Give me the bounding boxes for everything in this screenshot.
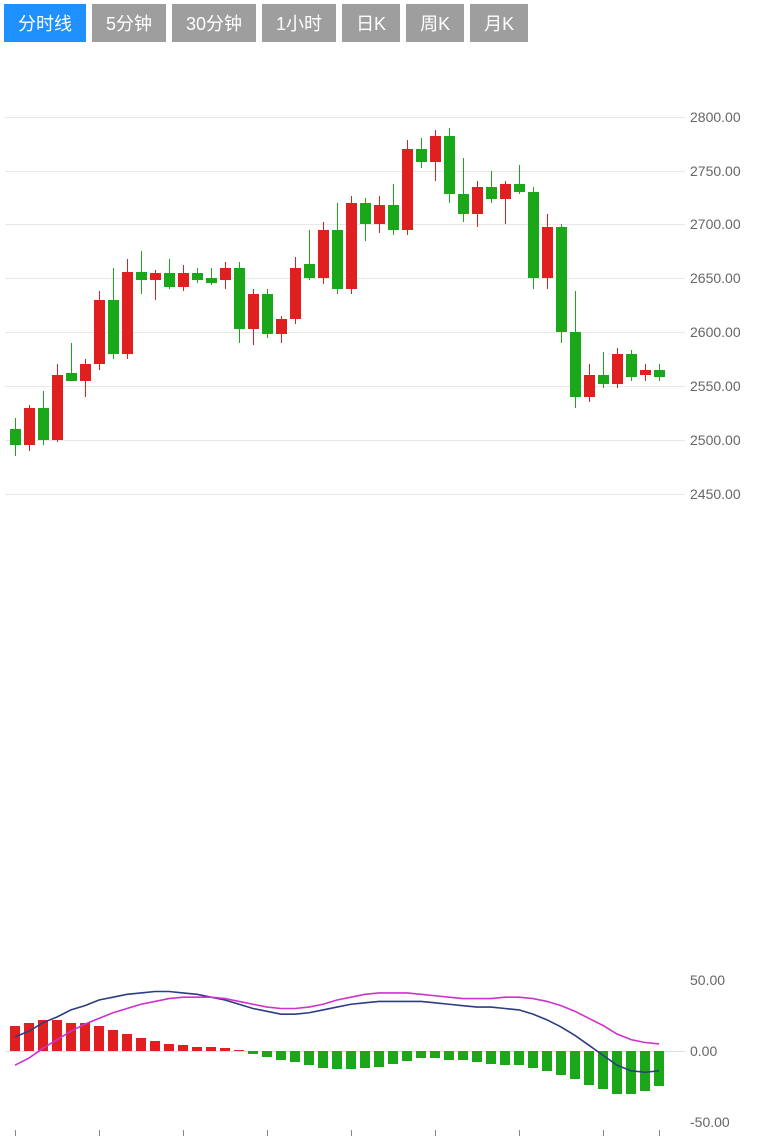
- candle-body: [360, 203, 371, 225]
- x-tick: [519, 1130, 520, 1136]
- candle-body: [136, 272, 147, 281]
- candle-body: [24, 408, 35, 446]
- candle-body: [164, 273, 175, 287]
- tab-3[interactable]: 1小时: [262, 4, 336, 42]
- candle-body: [276, 319, 287, 334]
- x-tick: [183, 1130, 184, 1136]
- tab-2[interactable]: 30分钟: [172, 4, 256, 42]
- candle-body: [458, 194, 469, 213]
- candle-body: [192, 273, 203, 281]
- candle-body: [514, 184, 525, 193]
- candle-body: [598, 375, 609, 384]
- candle-body: [402, 149, 413, 230]
- candle-body: [304, 264, 315, 278]
- candle-body: [528, 192, 539, 278]
- x-tick: [603, 1130, 604, 1136]
- candle-body: [570, 332, 581, 397]
- candle-body: [612, 354, 623, 384]
- candle-body: [10, 429, 21, 445]
- candle-body: [486, 187, 497, 199]
- candle-body: [318, 230, 329, 278]
- candle-body: [38, 408, 49, 440]
- x-tick: [15, 1130, 16, 1136]
- candle-body: [178, 273, 189, 287]
- y-axis-label: 2800.00: [690, 109, 741, 125]
- candle-body: [150, 273, 161, 281]
- y-axis-label: 2700.00: [690, 216, 741, 232]
- candle-body: [416, 149, 427, 162]
- candle-body: [108, 300, 119, 354]
- tab-0[interactable]: 分时线: [4, 4, 86, 42]
- timeframe-tabs: 分时线5分钟30分钟1小时日K周K月K: [0, 0, 759, 46]
- macd-line-1: [15, 992, 659, 1073]
- x-tick: [659, 1130, 660, 1136]
- chart-container: 2450.00 2500.00 2550.00 2600.00 2650.00 2700.…: [0, 46, 759, 636]
- candle-body: [556, 227, 567, 333]
- candle-body: [346, 203, 357, 289]
- y-axis-label: 2600.00: [690, 324, 741, 340]
- candle-body: [388, 205, 399, 230]
- candle-body: [374, 205, 385, 224]
- y-axis-label: 50.00: [690, 972, 725, 988]
- candle-body: [472, 187, 483, 214]
- y-axis-label: 2750.00: [690, 163, 741, 179]
- candlestick-chart: 2450.00 2500.00 2550.00 2600.00 2650.00 2700.…: [5, 106, 759, 526]
- candle-body: [500, 184, 511, 199]
- tab-6[interactable]: 月K: [470, 4, 528, 42]
- y-axis-label: 2500.00: [690, 432, 741, 448]
- x-tick: [351, 1130, 352, 1136]
- candle-body: [654, 370, 665, 378]
- candle-body: [640, 370, 651, 375]
- x-tick: [267, 1130, 268, 1136]
- x-tick: [99, 1130, 100, 1136]
- y-axis-label: 2650.00: [690, 270, 741, 286]
- candle-body: [94, 300, 105, 365]
- candle-body: [248, 294, 259, 328]
- candle-body: [52, 375, 63, 440]
- candle-body: [542, 227, 553, 279]
- candle-body: [234, 268, 245, 329]
- candle-body: [332, 230, 343, 289]
- candle-body: [430, 136, 441, 162]
- tab-5[interactable]: 周K: [406, 4, 464, 42]
- y-axis-label: 2550.00: [690, 378, 741, 394]
- candle-body: [220, 268, 231, 281]
- candle-body: [290, 268, 301, 320]
- candle-body: [122, 272, 133, 354]
- candle-body: [262, 294, 273, 334]
- candle-body: [626, 354, 637, 378]
- macd-chart: -50.00 0.00 50.00: [5, 966, 759, 1136]
- y-axis-label: 2450.00: [690, 486, 741, 502]
- x-tick: [435, 1130, 436, 1136]
- candle-body: [80, 364, 91, 380]
- tab-1[interactable]: 5分钟: [92, 4, 166, 42]
- candle-body: [584, 375, 595, 397]
- candle-body: [444, 136, 455, 194]
- y-axis-label: 0.00: [690, 1043, 717, 1059]
- candle-body: [206, 278, 217, 282]
- y-axis-label: -50.00: [690, 1114, 730, 1130]
- macd-line-2: [15, 993, 659, 1065]
- candle-body: [66, 373, 77, 381]
- tab-4[interactable]: 日K: [342, 4, 400, 42]
